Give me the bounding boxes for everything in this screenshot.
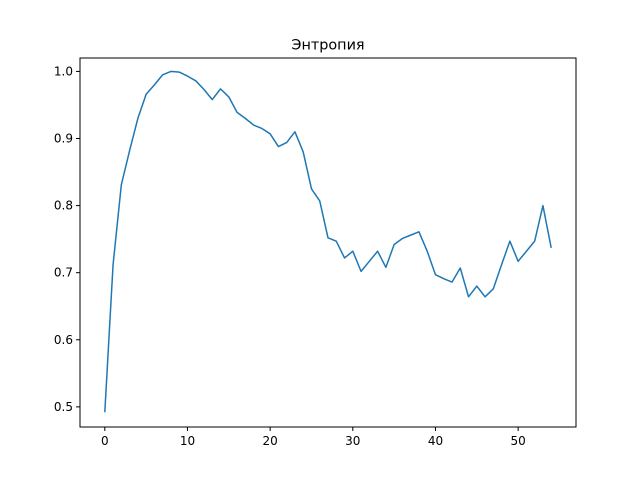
y-tick-label: 0.5 bbox=[54, 400, 73, 414]
plot-area bbox=[104, 70, 552, 413]
y-tick-label: 0.8 bbox=[54, 199, 73, 213]
series-line bbox=[104, 70, 552, 413]
y-tick-label: 0.9 bbox=[54, 132, 73, 146]
x-tick-label: 10 bbox=[180, 434, 195, 448]
x-tick-label: 30 bbox=[345, 434, 360, 448]
y-tick-label: 1.0 bbox=[54, 64, 73, 78]
chart-title: Энтропия bbox=[291, 38, 364, 54]
y-axis: 0.5 0.6 0.7 0.8 0.9 1.0 bbox=[54, 64, 80, 414]
x-tick-label: 50 bbox=[510, 434, 525, 448]
x-tick-label: 0 bbox=[101, 434, 109, 448]
x-tick-label: 20 bbox=[262, 434, 277, 448]
x-axis: 0 10 20 30 40 50 bbox=[101, 427, 526, 448]
x-tick-label: 40 bbox=[428, 434, 443, 448]
y-tick-label: 0.7 bbox=[54, 266, 73, 280]
axes-frame bbox=[79, 57, 577, 428]
y-tick-label: 0.6 bbox=[54, 333, 73, 347]
